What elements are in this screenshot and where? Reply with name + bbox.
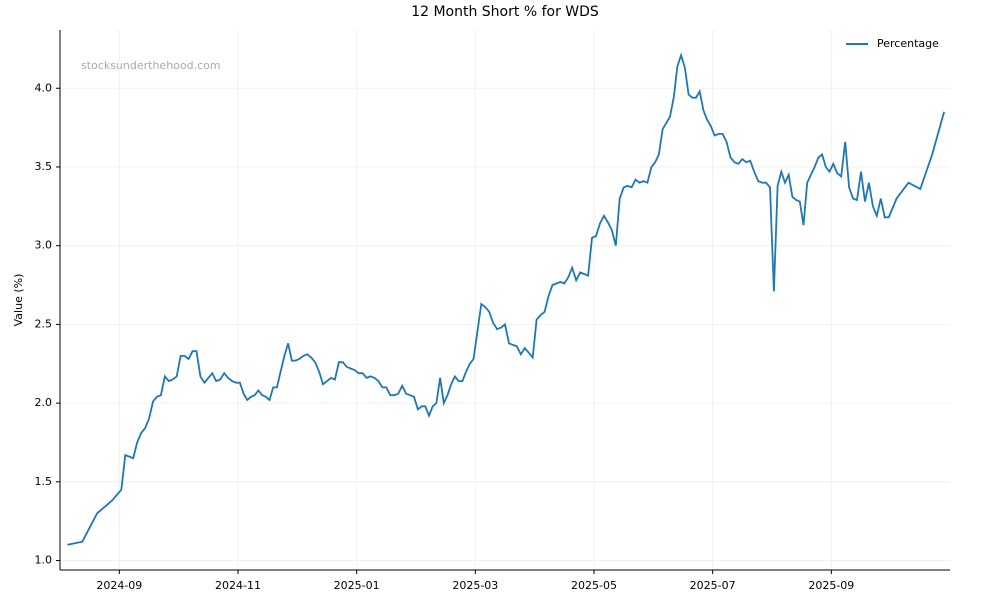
x-tick-label: 2025-03 — [452, 579, 498, 592]
chart-title: 12 Month Short % for WDS — [411, 4, 599, 20]
x-tick-label: 2025-07 — [690, 579, 736, 592]
legend-label: Percentage — [877, 37, 939, 50]
x-tick-label: 2024-11 — [215, 579, 261, 592]
y-axis-label: Value (%) — [12, 274, 25, 327]
y-tick-label: 2.0 — [35, 396, 53, 409]
y-tick-label: 3.0 — [35, 239, 53, 252]
y-tick-label: 4.0 — [35, 81, 53, 94]
y-tick-label: 3.5 — [35, 160, 53, 173]
y-tick-label: 1.5 — [35, 475, 53, 488]
line — [67, 52, 945, 546]
x-tick-label: 2025-01 — [334, 579, 380, 592]
x-tick-label: 2025-09 — [808, 579, 854, 592]
y-tick-label: 1.0 — [35, 554, 53, 567]
x-tick-label: 2024-09 — [96, 579, 142, 592]
watermark: stocksunderthehood.com — [81, 59, 221, 72]
x-tick-label: 2025-05 — [571, 579, 617, 592]
y-tick-label: 2.5 — [35, 317, 53, 330]
